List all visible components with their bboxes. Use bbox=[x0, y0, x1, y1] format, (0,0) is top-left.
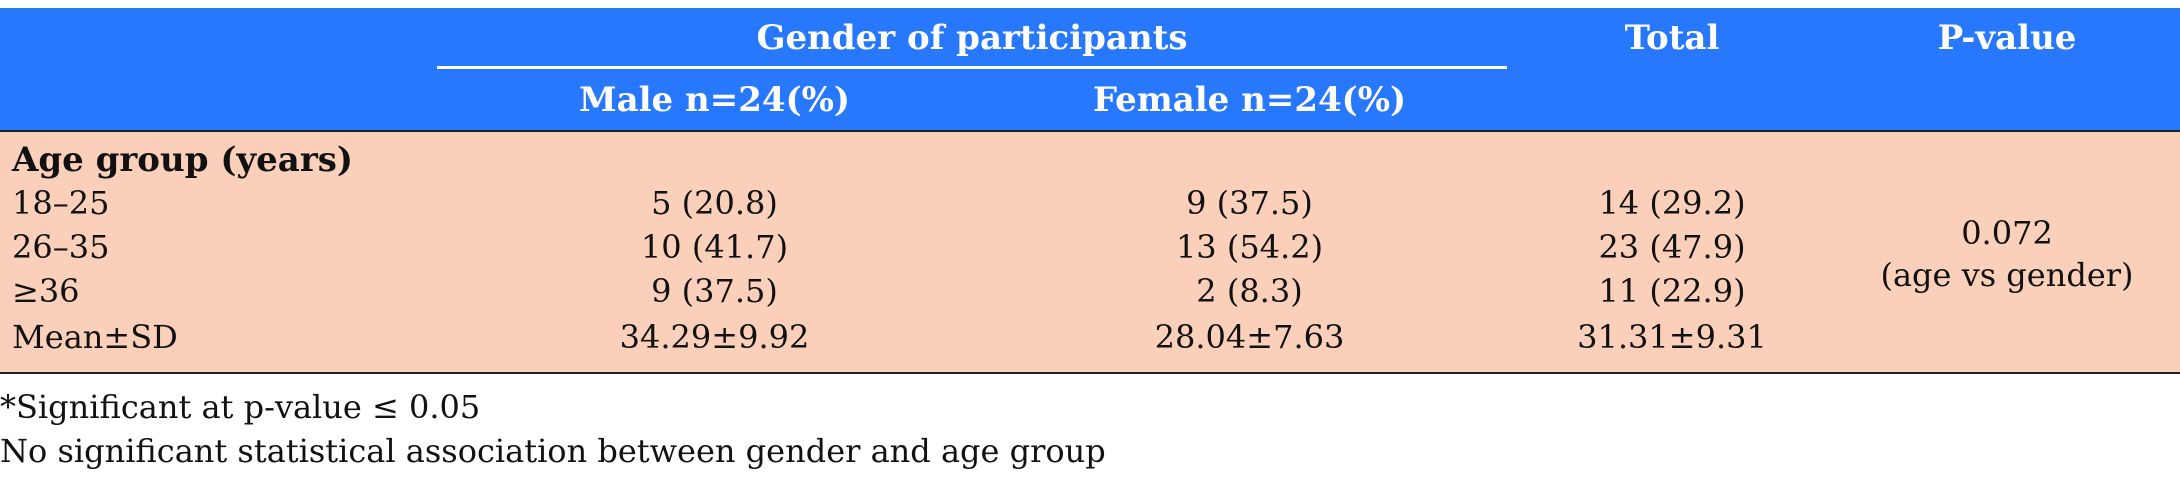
section-title-age-group: Age group (years) bbox=[12, 140, 353, 180]
cell-female: 9 (37.5) bbox=[1186, 184, 1313, 222]
cell-male: 34.29±9.92 bbox=[619, 318, 810, 356]
header-total: Total bbox=[1624, 18, 1720, 58]
footnote-significance: *Significant at p-value ≤ 0.05 bbox=[0, 388, 481, 426]
header-male: Male n=24(%) bbox=[578, 80, 851, 120]
pvalue-note: (age vs gender) bbox=[1880, 256, 2134, 294]
cell-male: 10 (41.7) bbox=[640, 228, 789, 266]
row-label: Mean±SD bbox=[12, 318, 178, 356]
cell-total: 14 (29.2) bbox=[1598, 184, 1746, 222]
cell-male: 9 (37.5) bbox=[651, 272, 778, 310]
cell-total: 31.31±9.31 bbox=[1577, 318, 1767, 356]
row-label: 26–35 bbox=[12, 228, 110, 266]
footnote-conclusion: No significant statistical association b… bbox=[0, 432, 1106, 470]
table-body: Age group (years) 18–25 5 (20.8) 9 (37.5… bbox=[0, 130, 2180, 374]
cell-female: 2 (8.3) bbox=[1196, 272, 1303, 310]
table-footnotes: *Significant at p-value ≤ 0.05 No signif… bbox=[0, 385, 1106, 473]
header-gender-group: Gender of participants bbox=[756, 18, 1188, 58]
pvalue-cell: 0.072 (age vs gender) bbox=[1857, 212, 2157, 296]
cell-total: 11 (22.9) bbox=[1598, 272, 1746, 310]
pvalue-number: 0.072 bbox=[1961, 214, 2053, 252]
cell-female: 13 (54.2) bbox=[1175, 228, 1324, 266]
age-gender-table: Gender of participants Male n=24(%) Fema… bbox=[0, 8, 2180, 374]
table-header: Gender of participants Male n=24(%) Fema… bbox=[0, 8, 2180, 130]
cell-female: 28.04±7.63 bbox=[1154, 318, 1345, 356]
cell-total: 23 (47.9) bbox=[1598, 228, 1746, 266]
row-label: 18–25 bbox=[12, 184, 110, 222]
row-label: ≥36 bbox=[12, 272, 80, 310]
header-pvalue: P-value bbox=[1937, 18, 2077, 58]
cell-male: 5 (20.8) bbox=[651, 184, 778, 222]
header-group-underline bbox=[437, 66, 1507, 69]
header-female: Female n=24(%) bbox=[1092, 80, 1407, 120]
